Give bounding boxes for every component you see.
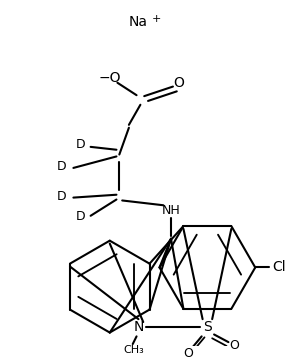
Text: O: O <box>173 76 184 90</box>
Text: NH: NH <box>162 203 180 217</box>
Text: O: O <box>229 339 239 352</box>
Text: O: O <box>183 347 193 360</box>
Text: D: D <box>76 139 86 152</box>
Text: N: N <box>133 320 144 334</box>
Text: +: + <box>152 14 161 24</box>
Text: D: D <box>57 161 67 174</box>
Text: D: D <box>76 210 86 223</box>
Text: D: D <box>57 190 67 203</box>
Text: Na: Na <box>129 15 148 30</box>
Text: CH₃: CH₃ <box>123 345 144 355</box>
Text: Cl: Cl <box>272 261 286 274</box>
Text: −O: −O <box>99 71 121 85</box>
Text: S: S <box>203 320 212 334</box>
